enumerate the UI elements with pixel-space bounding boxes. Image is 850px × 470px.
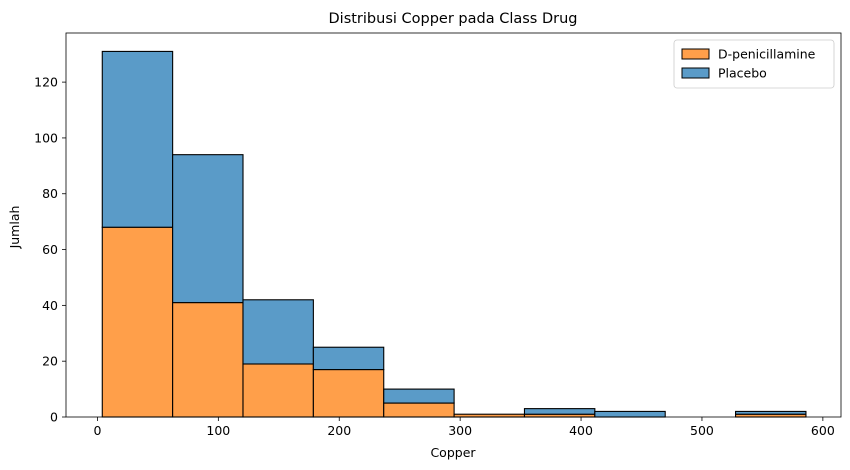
x-tick-label: 300 bbox=[448, 423, 472, 438]
bar-placebo-bin-7 bbox=[523, 408, 596, 415]
bar-placebo-bin-1 bbox=[101, 50, 174, 228]
bar-placebo-bin-10 bbox=[735, 410, 807, 415]
bar-d-penicillamine-bin-1 bbox=[101, 226, 174, 418]
legend-label-placebo: Placebo bbox=[718, 66, 767, 81]
y-tick-label: 40 bbox=[42, 298, 58, 313]
y-tick-label: 60 bbox=[42, 242, 58, 257]
y-tick-label: 20 bbox=[42, 354, 58, 369]
axes-frame bbox=[65, 32, 842, 418]
x-tick-label: 100 bbox=[206, 423, 230, 438]
bar-d-penicillamine-bin-4 bbox=[312, 369, 385, 418]
y-axis-ticks: 0 20 40 60 80 100 120 bbox=[34, 75, 66, 425]
bar-placebo-bin-2 bbox=[172, 154, 244, 304]
legend-box bbox=[673, 39, 835, 89]
x-tick-label: 500 bbox=[690, 423, 714, 438]
bar-placebo-bin-5 bbox=[383, 388, 455, 404]
x-axis-label: Copper bbox=[430, 445, 476, 460]
x-tick-label: 200 bbox=[327, 423, 351, 438]
chart-title: Distribusi Copper pada Class Drug bbox=[329, 11, 578, 27]
bars-group bbox=[101, 50, 807, 418]
x-tick-label: 400 bbox=[569, 423, 593, 438]
legend-swatch-d-penicillamine bbox=[681, 48, 710, 60]
y-tick-label: 80 bbox=[42, 186, 58, 201]
legend-label-d-penicillamine: D-penicillamine bbox=[718, 47, 816, 62]
bar-d-penicillamine-bin-2 bbox=[172, 302, 244, 418]
x-tick-label: 600 bbox=[811, 423, 835, 438]
y-tick-label: 0 bbox=[50, 410, 58, 425]
legend-swatch-placebo bbox=[681, 67, 710, 79]
bar-d-penicillamine-bin-5 bbox=[383, 402, 455, 418]
bar-d-penicillamine-bin-3 bbox=[242, 363, 314, 418]
x-axis-ticks: 0 100 200 300 400 500 600 bbox=[93, 417, 835, 438]
bar-d-penicillamine-bin-6 bbox=[453, 413, 526, 418]
y-tick-label: 120 bbox=[34, 75, 58, 90]
bar-placebo-bin-4 bbox=[312, 346, 385, 371]
y-tick-label: 100 bbox=[34, 130, 58, 145]
bar-placebo-bin-3 bbox=[242, 299, 314, 365]
bar-placebo-bin-8 bbox=[594, 410, 666, 418]
legend: D-penicillamine Placebo bbox=[673, 39, 835, 89]
x-tick-label: 0 bbox=[93, 423, 101, 438]
y-axis-label: Jumlah bbox=[7, 206, 22, 250]
